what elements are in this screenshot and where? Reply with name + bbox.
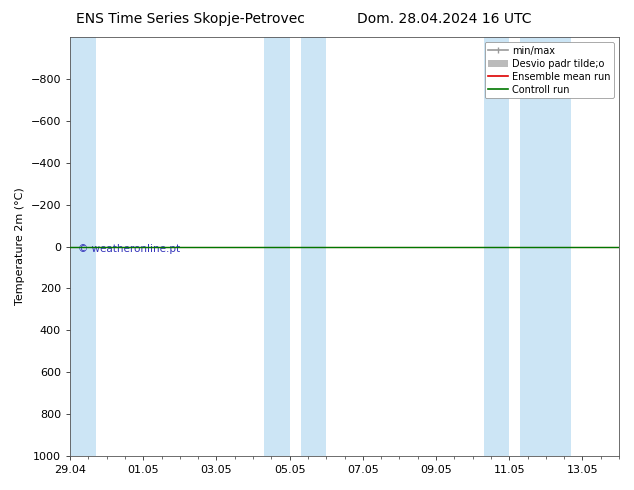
Legend: min/max, Desvio padr tilde;o, Ensemble mean run, Controll run: min/max, Desvio padr tilde;o, Ensemble m… <box>484 42 614 98</box>
Bar <box>484 37 509 456</box>
Text: © weatheronline.pt: © weatheronline.pt <box>79 245 181 254</box>
Text: Dom. 28.04.2024 16 UTC: Dom. 28.04.2024 16 UTC <box>356 12 531 26</box>
Text: ENS Time Series Skopje-Petrovec: ENS Time Series Skopje-Petrovec <box>75 12 305 26</box>
Bar <box>520 37 571 456</box>
Bar <box>70 37 96 456</box>
Y-axis label: Temperature 2m (°C): Temperature 2m (°C) <box>15 188 25 305</box>
Bar <box>301 37 327 456</box>
Bar <box>264 37 290 456</box>
